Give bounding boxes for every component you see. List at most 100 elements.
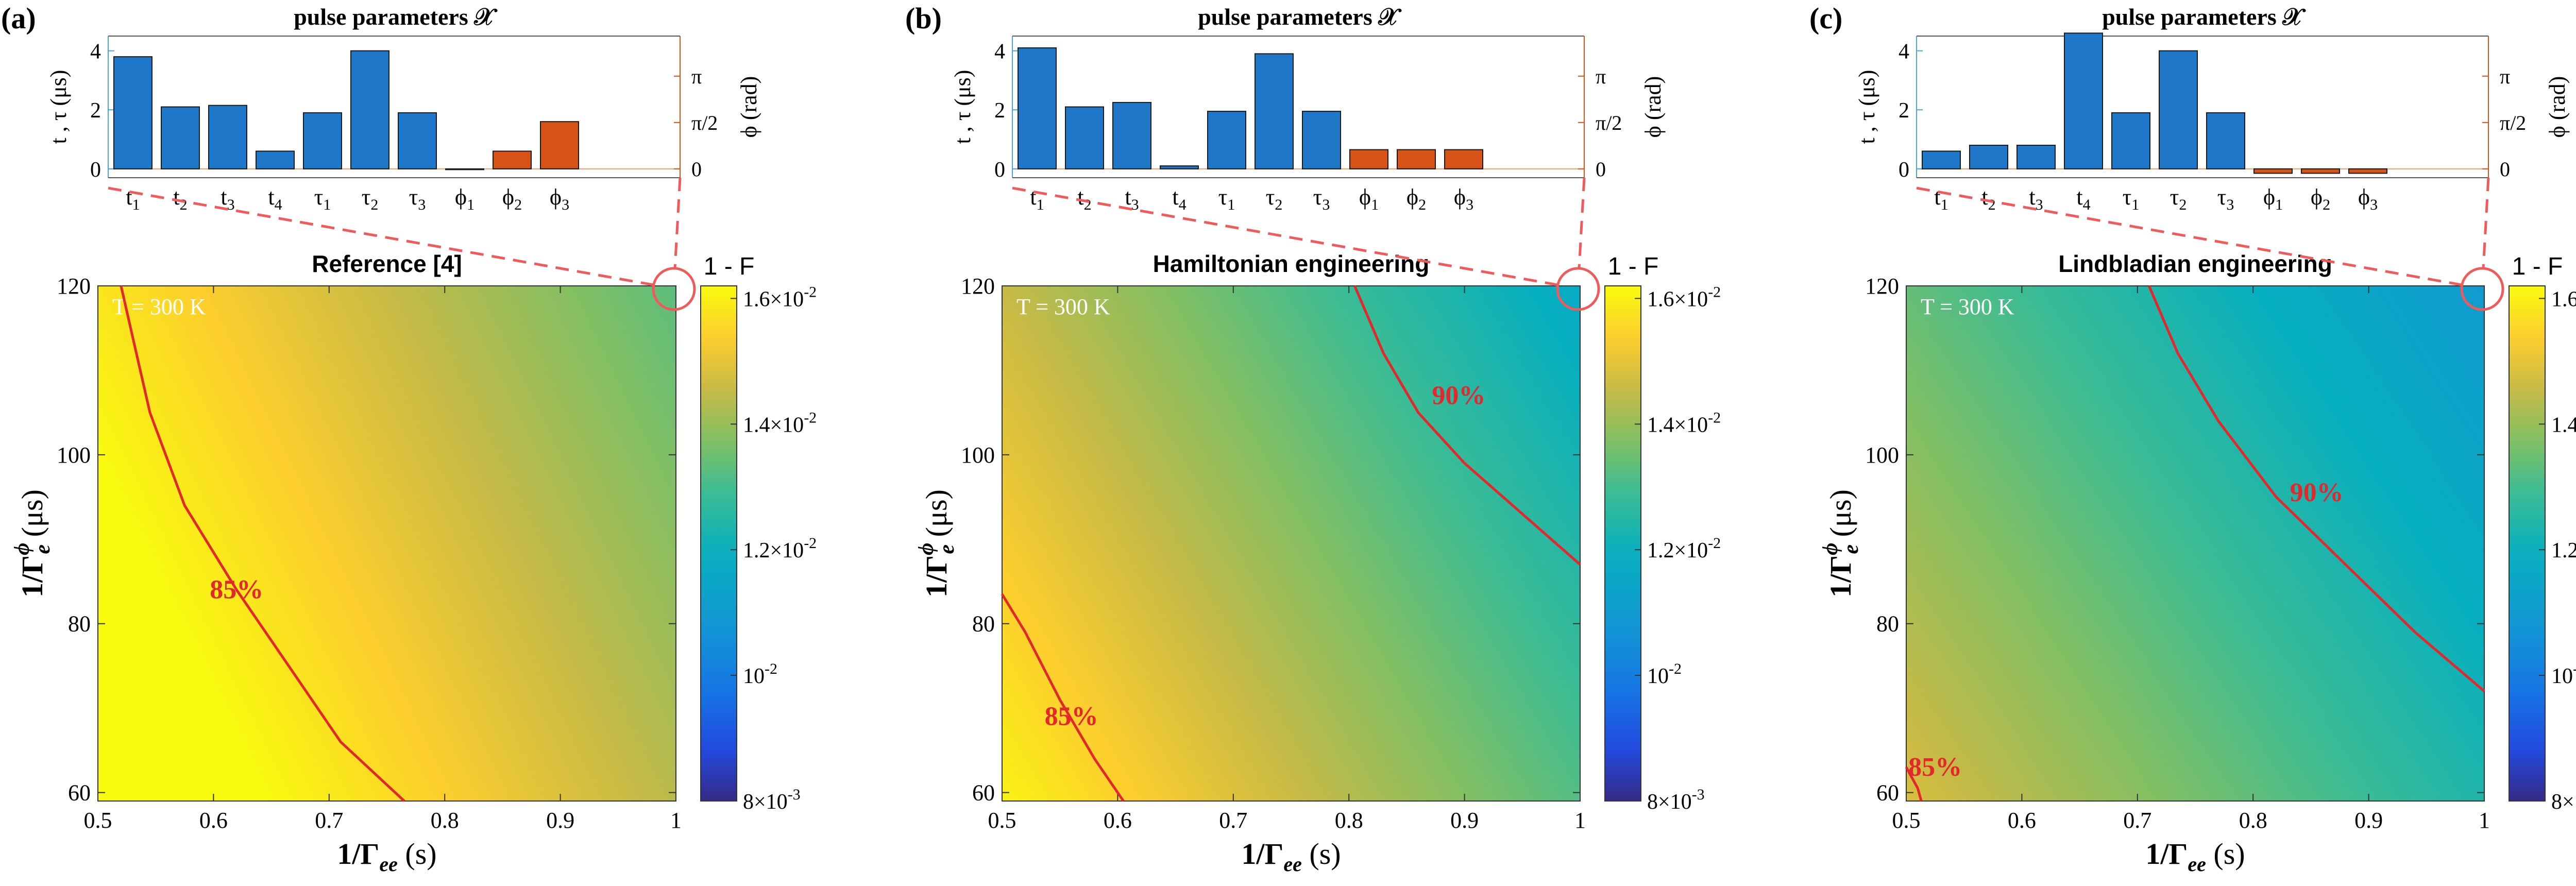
- bar-t4: [1160, 165, 1199, 169]
- bar-t1: [113, 56, 152, 169]
- contour-line-1: [2147, 285, 2485, 692]
- bar-category-sub: 1: [323, 196, 331, 213]
- heatmap-ylabel-sub: e: [935, 544, 959, 554]
- heatmap-xlabel-unit: (s): [2206, 837, 2245, 871]
- bar-category-label: t4: [268, 184, 282, 213]
- bar-category-base: ϕ: [455, 184, 467, 210]
- bar-ϕ1: [445, 168, 484, 171]
- bar-t3: [1112, 101, 1151, 169]
- colorbar-tick-exp: -3: [788, 786, 801, 803]
- colorbar-tick-base: 10: [1647, 664, 1669, 688]
- colorbar-tick-label: 1.6×10-2: [1647, 283, 1721, 311]
- bar-category-sub: 1: [467, 196, 474, 213]
- bar-category-label: τ3: [409, 184, 426, 213]
- bar-chart-title: pulse parameters 𝒳: [2102, 4, 2306, 30]
- bar-category-base: ϕ: [2358, 184, 2370, 210]
- bar-category-label: ϕ3: [550, 184, 569, 213]
- heatmap-xtick-label: 0.6: [2008, 808, 2036, 833]
- heatmap-ylabel: 1/Γϕe (μs): [10, 489, 55, 598]
- bar-category-sub: 3: [1322, 196, 1330, 213]
- bar-category-sub: 3: [418, 196, 426, 213]
- heatmap-ylabel-sub: e: [1839, 544, 1863, 554]
- colorbar-tick-exp: -2: [1708, 283, 1721, 300]
- contour-label: 90%: [2290, 478, 2344, 507]
- heatmap-xlabel: 1/Γee (s): [2145, 837, 2245, 876]
- colorbar-label: 1 - F: [1608, 253, 1659, 280]
- bar-ylabel-left: t , τ (μs): [46, 70, 71, 144]
- bar-right-tick-label: π/2: [2500, 111, 2526, 134]
- heatmap-ytick-label: 120: [57, 274, 91, 299]
- heatmap-xtick-label: 0.5: [988, 808, 1016, 833]
- heatmap-xtick-label: 0.5: [1892, 808, 1921, 833]
- bar-chart-title: pulse parameters 𝒳: [1198, 4, 1402, 30]
- bar-category-base: τ: [2170, 184, 2179, 210]
- bar-category-base: ϕ: [550, 184, 562, 210]
- heatmap-xlabel-sub: ee: [1283, 853, 1302, 876]
- heatmap-image: [98, 286, 676, 801]
- colorbar-tick-label: 8×10-3: [1647, 786, 1705, 814]
- bar-category-label: τ1: [314, 184, 331, 213]
- zoom-marker-line-right: [1578, 177, 1586, 269]
- colorbar-tick-base: 1.4×10: [1647, 413, 1708, 437]
- colorbar: [1604, 285, 1641, 802]
- bar-category-label: ϕ3: [1454, 184, 1473, 213]
- contour-label: 90%: [1432, 381, 1485, 411]
- bar-τ1: [1207, 111, 1246, 169]
- heatmap-ytick-label: 60: [972, 780, 995, 806]
- bar-category-sub: 3: [2036, 196, 2043, 213]
- colorbar-tick-base: 10: [2551, 664, 2573, 688]
- heatmap-image: [1906, 286, 2484, 801]
- heatmap-ytick-label: 60: [1876, 780, 1899, 806]
- bar-category-base: t: [1030, 184, 1036, 210]
- bar-ϕ3: [1444, 149, 1483, 169]
- bar-category-sub: 3: [2226, 196, 2234, 213]
- colorbar-tick-label: 1.2×10-2: [1647, 535, 1721, 563]
- heatmap-xtick-label: 0.7: [1219, 808, 1247, 833]
- heatmap-frame: [1906, 285, 2485, 802]
- bar-category-sub: 2: [180, 196, 188, 213]
- bar-category-base: τ: [1313, 184, 1323, 210]
- colorbar-tick-exp: -2: [804, 283, 817, 300]
- bar-left-tick-label: 2: [1899, 99, 1909, 123]
- bar-left-tick-label: 0: [1899, 158, 1909, 182]
- bar-τ1: [2111, 112, 2150, 169]
- bar-category-base: t: [1172, 184, 1178, 210]
- bar-τ2: [2159, 50, 2198, 169]
- heatmap-xtick-label: 0.9: [1450, 808, 1479, 833]
- bar-τ2: [350, 50, 389, 169]
- heatmap-xlabel-sub: ee: [2188, 853, 2206, 876]
- heatmap-ytick-label: 100: [57, 442, 91, 468]
- bar-τ2: [1255, 53, 1294, 169]
- bar-category-sub: 2: [370, 196, 378, 213]
- bar-category-label: τ3: [2217, 184, 2234, 213]
- heatmap-ylabel-sup: ϕ: [10, 543, 34, 555]
- heatmap-xtick-label: 0.7: [2123, 808, 2151, 833]
- bar-τ3: [1302, 111, 1341, 169]
- heatmap-ytick-label: 100: [961, 442, 995, 468]
- bar-t4: [2064, 32, 2103, 169]
- heatmap-ytick-label: 80: [1876, 611, 1899, 637]
- bar-category-label: t3: [221, 184, 234, 213]
- heatmap-ylabel-unit: (μs): [1824, 489, 1857, 544]
- temperature-annotation: T = 300 K: [1016, 294, 1110, 319]
- zoom-marker-circle: [2460, 267, 2504, 311]
- bar-right-tick-label: 0: [2500, 158, 2510, 181]
- heatmap-ytick-label: 100: [1865, 442, 1899, 468]
- colorbar-tick-exp: -2: [1708, 409, 1721, 426]
- bar-right-tick-label: 0: [1596, 158, 1606, 181]
- bar-ylabel-left: t , τ (μs): [1854, 70, 1879, 144]
- panel-label: (c): [1809, 2, 1842, 35]
- colorbar-tick-base: 1.6×10: [1647, 287, 1708, 311]
- bar-right-tick-label: π/2: [691, 111, 718, 134]
- bar-category-base: ϕ: [1406, 184, 1418, 210]
- bar-category-sub: 1: [2131, 196, 2139, 213]
- panel-2: (c) pulse parameters 𝒳 4 2 0 π π/2 0 t , τ (μs) ϕ…: [1809, 2, 2576, 876]
- bar-ϕ1: [2253, 168, 2293, 174]
- bar-ϕ1: [1349, 149, 1388, 169]
- bar-category-base: t: [1125, 184, 1131, 210]
- bar-category-label: t3: [2029, 184, 2043, 213]
- bar-t2: [1065, 106, 1104, 169]
- heatmap-ylabel-main: 1/Γ: [1824, 555, 1857, 598]
- heatmap-xtick-label: 0.5: [84, 808, 112, 833]
